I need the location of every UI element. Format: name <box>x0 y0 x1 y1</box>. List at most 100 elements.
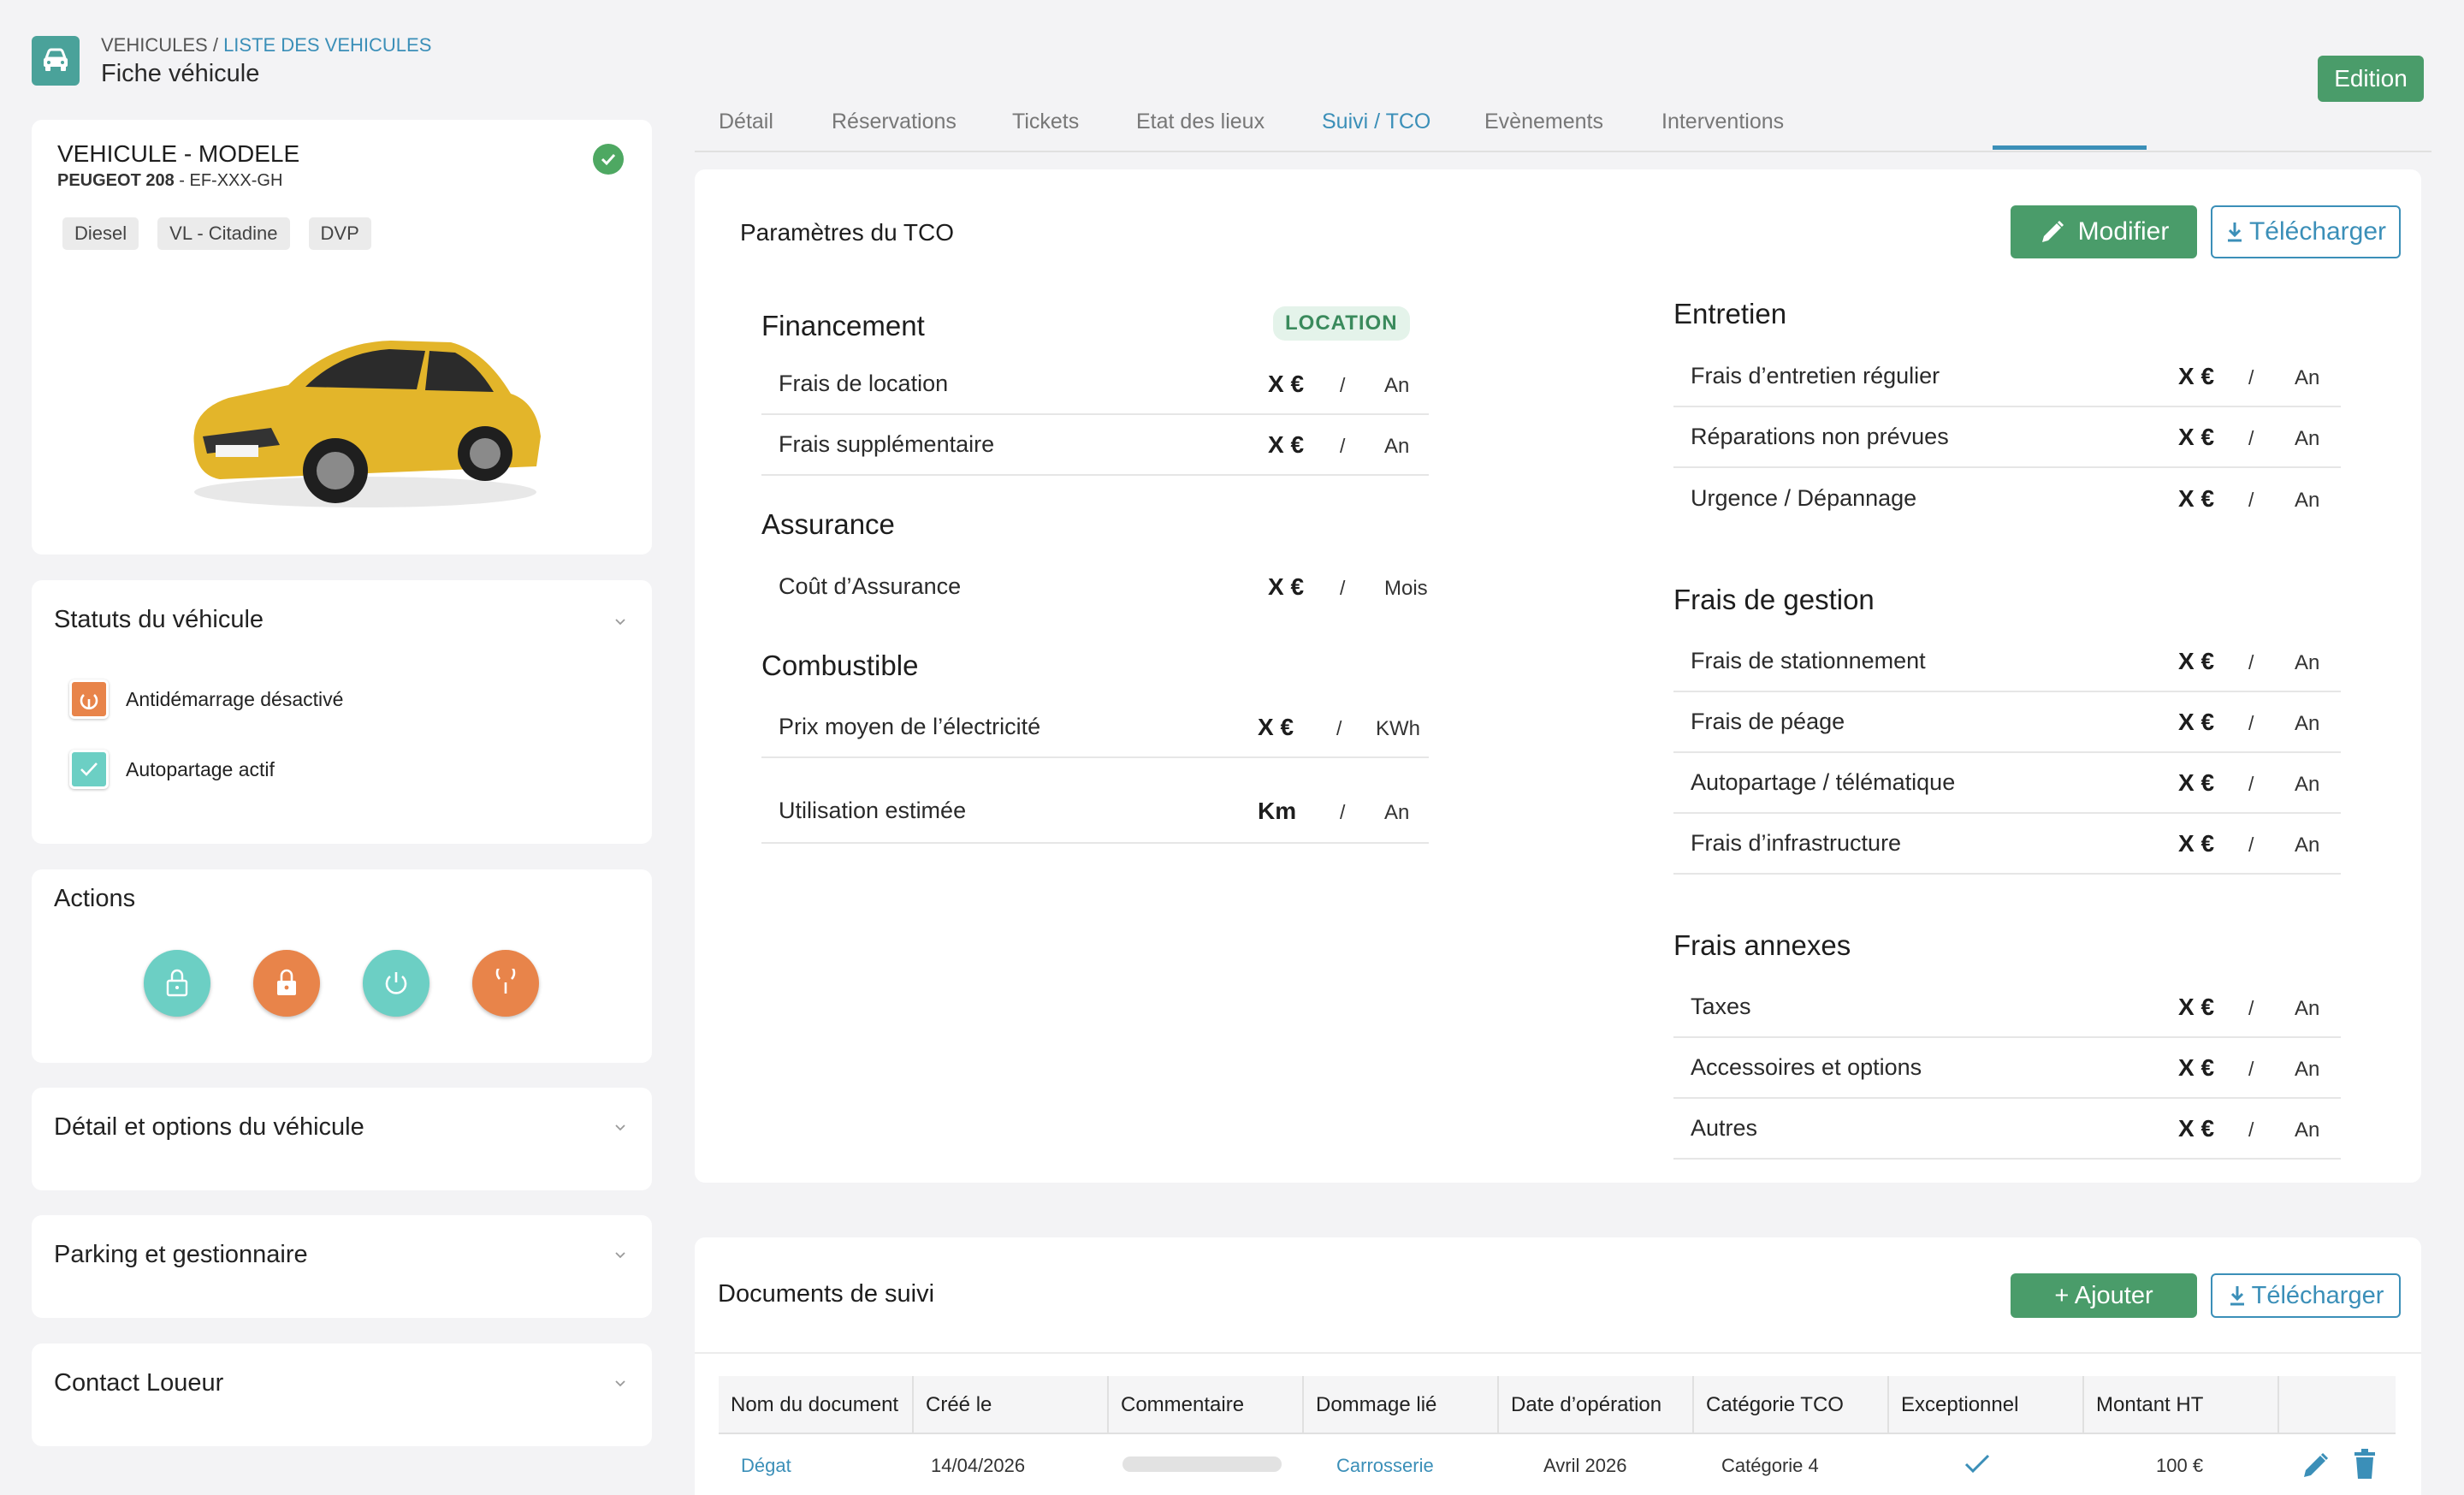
tab-interventions[interactable]: Interventions <box>1661 110 1785 133</box>
tco-row-value: X € <box>1258 714 1294 740</box>
power-on-button[interactable] <box>363 950 429 1017</box>
tag-type: DVP <box>308 217 371 250</box>
modify-button[interactable]: Modifier <box>2011 205 2197 258</box>
column-header[interactable]: Nom du document <box>719 1376 914 1434</box>
column-header[interactable]: Catégorie TCO <box>1694 1376 1889 1434</box>
tco-row-unit: An <box>2295 1058 2320 1081</box>
status-panel-title: Statuts du véhicule <box>54 606 264 633</box>
column-header[interactable]: Commentaire <box>1109 1376 1304 1434</box>
tco-row-label: Autres <box>1691 1115 1758 1141</box>
section-vehicle-details[interactable]: Détail et options du véhicule <box>32 1088 652 1190</box>
tco-row-label: Frais de péage <box>1691 709 1845 734</box>
tab-etat-des-lieux[interactable]: Etat des lieux <box>1136 110 1265 133</box>
tco-row: Frais d’entretien régulier X € / An <box>1673 346 2341 407</box>
edit-pencil-icon[interactable] <box>2301 1450 2331 1480</box>
documents-panel: Documents de suivi + Ajouter Télécharger… <box>695 1237 2421 1495</box>
group-title-combustible: Combustible <box>761 650 919 681</box>
tco-row: Frais de péage X € / An <box>1673 691 2341 753</box>
unlock-button[interactable] <box>144 950 210 1017</box>
power-off-button[interactable] <box>472 950 539 1017</box>
tco-row-unit: An <box>2295 773 2320 796</box>
status-item-label: Antidémarrage désactivé <box>126 687 344 710</box>
amount-ht: 100 € <box>2156 1455 2204 1476</box>
tco-row-value: X € <box>2178 485 2215 512</box>
tco-row-value: X € <box>2178 1115 2215 1142</box>
tco-row: Frais de location X € / An <box>761 353 1429 415</box>
tco-row-value: X € <box>1268 431 1305 458</box>
download-documents-button[interactable]: Télécharger <box>2211 1273 2401 1318</box>
tco-row-value: Km <box>1258 798 1297 824</box>
tco-row: Prix moyen de l’électricité X € / KWh <box>761 697 1429 758</box>
tco-row: Autopartage / télématique X € / An <box>1673 752 2341 814</box>
tco-row-unit: Mois <box>1384 577 1428 600</box>
unlock-icon <box>166 969 188 997</box>
vehicle-card: VEHICULE - MODELE PEUGEOT 208 - EF-XXX-G… <box>32 120 652 555</box>
tco-row-sep: / <box>2248 834 2254 856</box>
group-title-annexes: Frais annexes <box>1673 929 1851 961</box>
lock-button[interactable] <box>253 950 320 1017</box>
tab-evenements[interactable]: Evènements <box>1484 110 1603 133</box>
download-icon <box>2230 1286 2244 1306</box>
tco-row-label: Frais supplémentaire <box>779 431 995 457</box>
tco-row-unit: An <box>2295 834 2320 857</box>
chevron-down-icon[interactable] <box>614 1249 626 1261</box>
edition-button[interactable]: Edition <box>2318 56 2424 102</box>
page-title: Fiche véhicule <box>101 60 260 87</box>
divider <box>695 1352 2421 1354</box>
table-row: Dégat 14/04/2026 Carrosserie Avril 2026 … <box>719 1436 2396 1494</box>
tco-row: Frais de stationnement X € / An <box>1673 631 2341 692</box>
tco-row-sep: / <box>2248 489 2254 511</box>
active-tab-indicator <box>1993 145 2147 150</box>
tco-row-sep: / <box>1340 435 1346 457</box>
tco-row-unit: An <box>2295 489 2320 512</box>
power-off-icon <box>495 969 516 994</box>
tab-detail[interactable]: Détail <box>719 110 773 133</box>
vehicle-tags: Diesel VL - Citadine DVP <box>62 217 371 250</box>
tco-row: Coût d’Assurance X € / Mois <box>761 556 1429 618</box>
tab-tickets[interactable]: Tickets <box>1012 110 1080 133</box>
vehicle-title: VEHICULE - MODELE <box>57 140 300 167</box>
tco-row: Réparations non prévues X € / An <box>1673 406 2341 468</box>
tco-row-unit: An <box>2295 366 2320 389</box>
section-parking-manager[interactable]: Parking et gestionnaire <box>32 1215 652 1318</box>
tco-row-label: Taxes <box>1691 994 1751 1019</box>
table-header: Nom du document Créé le Commentaire Domm… <box>719 1376 2396 1434</box>
tco-row-value: X € <box>2178 424 2215 450</box>
tco-row-value: X € <box>2178 709 2215 735</box>
tab-suivi-tco[interactable]: Suivi / TCO <box>1322 110 1431 133</box>
tco-row: Taxes X € / An <box>1673 976 2341 1038</box>
tco-row: Autres X € / An <box>1673 1098 2341 1160</box>
tag-fuel: Diesel <box>62 217 139 250</box>
tco-row-label: Frais d’entretien régulier <box>1691 363 1940 389</box>
tab-reservations[interactable]: Réservations <box>832 110 957 133</box>
add-document-button[interactable]: + Ajouter <box>2011 1273 2197 1318</box>
status-item-immobilizer: Antidémarrage désactivé <box>69 679 343 719</box>
breadcrumb-link-vehicle-list[interactable]: LISTE DES VEHICULES <box>223 34 432 56</box>
tco-row-label: Frais de location <box>779 371 949 396</box>
tco-row-value: X € <box>2178 1054 2215 1081</box>
tco-row: Utilisation estimée Km / An <box>761 767 1429 844</box>
created-date: 14/04/2026 <box>931 1455 1026 1476</box>
column-header[interactable]: Créé le <box>914 1376 1109 1434</box>
breadcrumb-root: VEHICULES / <box>101 34 218 56</box>
chevron-down-icon[interactable] <box>614 1122 626 1134</box>
chevron-down-icon[interactable] <box>614 1378 626 1390</box>
column-header[interactable]: Date d’opération <box>1499 1376 1694 1434</box>
document-name-link[interactable]: Dégat <box>741 1455 791 1476</box>
column-header[interactable]: Montant HT <box>2084 1376 2279 1434</box>
power-icon <box>69 679 109 719</box>
download-label: Télécharger <box>2248 217 2387 246</box>
download-tco-button[interactable]: Télécharger <box>2211 205 2401 258</box>
column-header[interactable]: Dommage lié <box>1304 1376 1499 1434</box>
tco-parameters-panel: Paramètres du TCO Modifier Télécharger F… <box>695 169 2421 1183</box>
lock-icon <box>277 969 296 995</box>
group-title-assurance: Assurance <box>761 508 895 540</box>
chevron-down-icon[interactable] <box>614 616 626 628</box>
tco-row-unit: An <box>2295 1118 2320 1142</box>
vehicle-app-icon <box>32 36 80 86</box>
damage-link[interactable]: Carrosserie <box>1336 1455 1434 1476</box>
trash-icon[interactable] <box>2351 1448 2378 1480</box>
column-header[interactable]: Exceptionnel <box>1889 1376 2084 1434</box>
section-contact-renter[interactable]: Contact Loueur <box>32 1344 652 1446</box>
tco-row-unit: An <box>1384 374 1410 397</box>
